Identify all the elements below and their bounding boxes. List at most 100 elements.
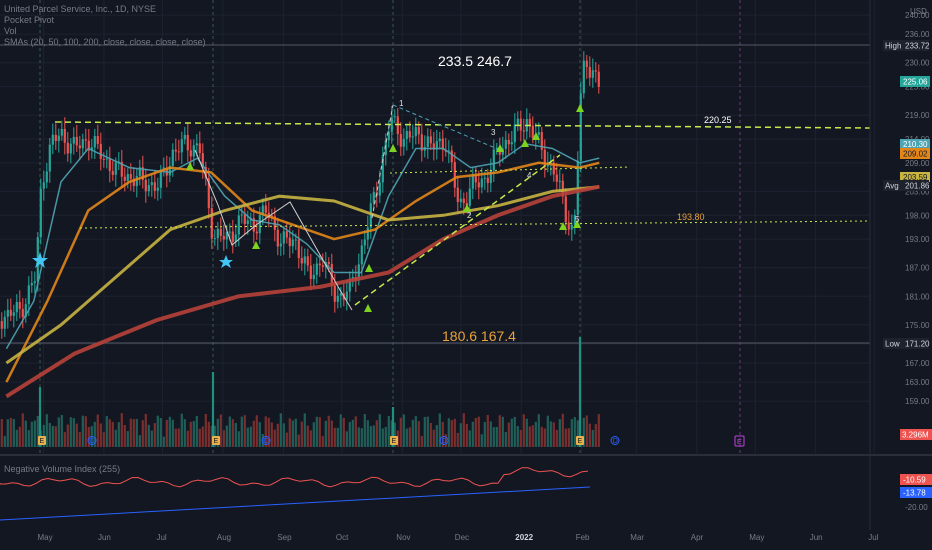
volume-bars	[0, 337, 600, 447]
high-tag	[883, 40, 929, 51]
candle-body	[372, 192, 375, 204]
volume-bar	[585, 415, 588, 447]
candle-body	[219, 228, 222, 236]
volume-bar	[219, 414, 222, 447]
nvi-tag-2-value: -13.78	[903, 489, 926, 498]
earnings-icon: E	[212, 436, 220, 445]
candle-body	[237, 215, 240, 235]
candle-body	[429, 136, 432, 144]
svg-text:D: D	[90, 438, 95, 445]
volume-bar	[450, 420, 453, 447]
volume-bar	[429, 422, 432, 447]
volume-bar	[93, 421, 96, 447]
candle-body	[561, 180, 564, 197]
candle-body	[489, 170, 492, 184]
indicator-smas[interactable]: SMAs (20, 50, 100, 200, close, close, cl…	[4, 37, 206, 47]
candle-body	[39, 188, 42, 238]
price-tick-label: 225.00	[905, 83, 930, 92]
candle-body	[126, 174, 129, 181]
candle-body	[252, 218, 255, 232]
candle-body	[402, 138, 405, 147]
volume-bar	[489, 421, 492, 447]
volume-bar	[144, 413, 147, 447]
candle-body	[75, 136, 78, 146]
currency-label: USD	[910, 7, 927, 16]
price-tick-label: 193.00	[905, 235, 930, 244]
volume-bar	[111, 422, 114, 447]
candle-body	[447, 150, 450, 152]
candle-body	[555, 174, 558, 182]
volume-bar	[75, 423, 78, 447]
volume-bar	[378, 414, 381, 447]
volume-bar	[255, 415, 258, 447]
nvi-tick: -20.00	[905, 503, 928, 512]
volume-bar	[3, 435, 6, 447]
volume-bar	[108, 419, 111, 447]
volume-bar	[180, 413, 183, 447]
volume-bar	[321, 436, 324, 447]
sma-line	[5, 185, 600, 365]
volume-bar	[117, 422, 120, 447]
price-tick-label: 167.00	[905, 359, 930, 368]
candle-body	[477, 182, 480, 188]
candle-body	[411, 136, 414, 138]
candle-body	[24, 304, 27, 317]
volume-bar	[177, 428, 180, 447]
volume-bar	[195, 416, 198, 447]
time-axis[interactable]: May Jun Jul Aug Sep Oct Nov Dec 2022 Feb Mar Apr May…	[38, 533, 879, 542]
price-tick-label: 181.00	[905, 292, 930, 301]
sma-tag-2-value: 210.30	[903, 140, 928, 149]
candle-body	[279, 243, 282, 247]
volume-bar	[333, 427, 336, 447]
volume-bar	[480, 434, 483, 447]
volume-bar	[174, 428, 177, 447]
volume-bar	[423, 416, 426, 447]
low-tag-label: Low	[885, 340, 900, 349]
volume-bar	[411, 419, 414, 447]
volume-bar	[391, 407, 395, 447]
volume-bar	[387, 415, 390, 447]
triangle-up-icon	[365, 264, 373, 272]
volume-bar	[243, 415, 246, 447]
candle-body	[120, 161, 123, 177]
candle-body	[105, 158, 108, 160]
candle-body	[81, 139, 84, 149]
candle-body	[450, 150, 453, 163]
candle-body	[159, 169, 162, 188]
volume-bar	[357, 427, 360, 447]
candle-body	[273, 216, 276, 230]
volume-bar	[537, 414, 540, 447]
volume-bar	[435, 425, 438, 447]
candle-body	[453, 162, 456, 188]
wave-lines[interactable]	[194, 104, 561, 311]
candle-body	[345, 291, 348, 300]
candle-body	[261, 205, 264, 216]
candle-body	[27, 285, 30, 305]
volume-bar	[453, 418, 456, 447]
low-tag-value: 171.20	[905, 340, 930, 349]
candle-body	[216, 228, 219, 239]
volume-bar	[360, 428, 363, 447]
indicator-pocket-pivot[interactable]: Pocket Pivot	[4, 15, 55, 25]
volume-bar	[228, 416, 231, 447]
indicator-volume[interactable]: Vol	[4, 26, 17, 36]
volume-bar	[240, 416, 243, 447]
volume-bar	[291, 420, 294, 447]
sma-tag-2	[900, 139, 930, 149]
candle-body	[480, 178, 483, 188]
rising-trendline	[354, 154, 561, 306]
candle-body	[99, 143, 102, 159]
candle-body	[321, 265, 324, 267]
volume-bar	[441, 421, 444, 447]
volume-bar	[507, 422, 510, 447]
candle-body	[384, 140, 387, 156]
horizontal-levels[interactable]	[54, 121, 871, 229]
volume-bar	[54, 426, 57, 447]
event-icons[interactable]: E D E D E D E D E	[38, 435, 745, 447]
volume-bar	[531, 425, 534, 447]
volume-bar	[558, 419, 561, 447]
price-tick-label: 187.00	[905, 264, 930, 273]
star-icon	[219, 255, 233, 268]
dividend-icon: D	[439, 436, 449, 445]
